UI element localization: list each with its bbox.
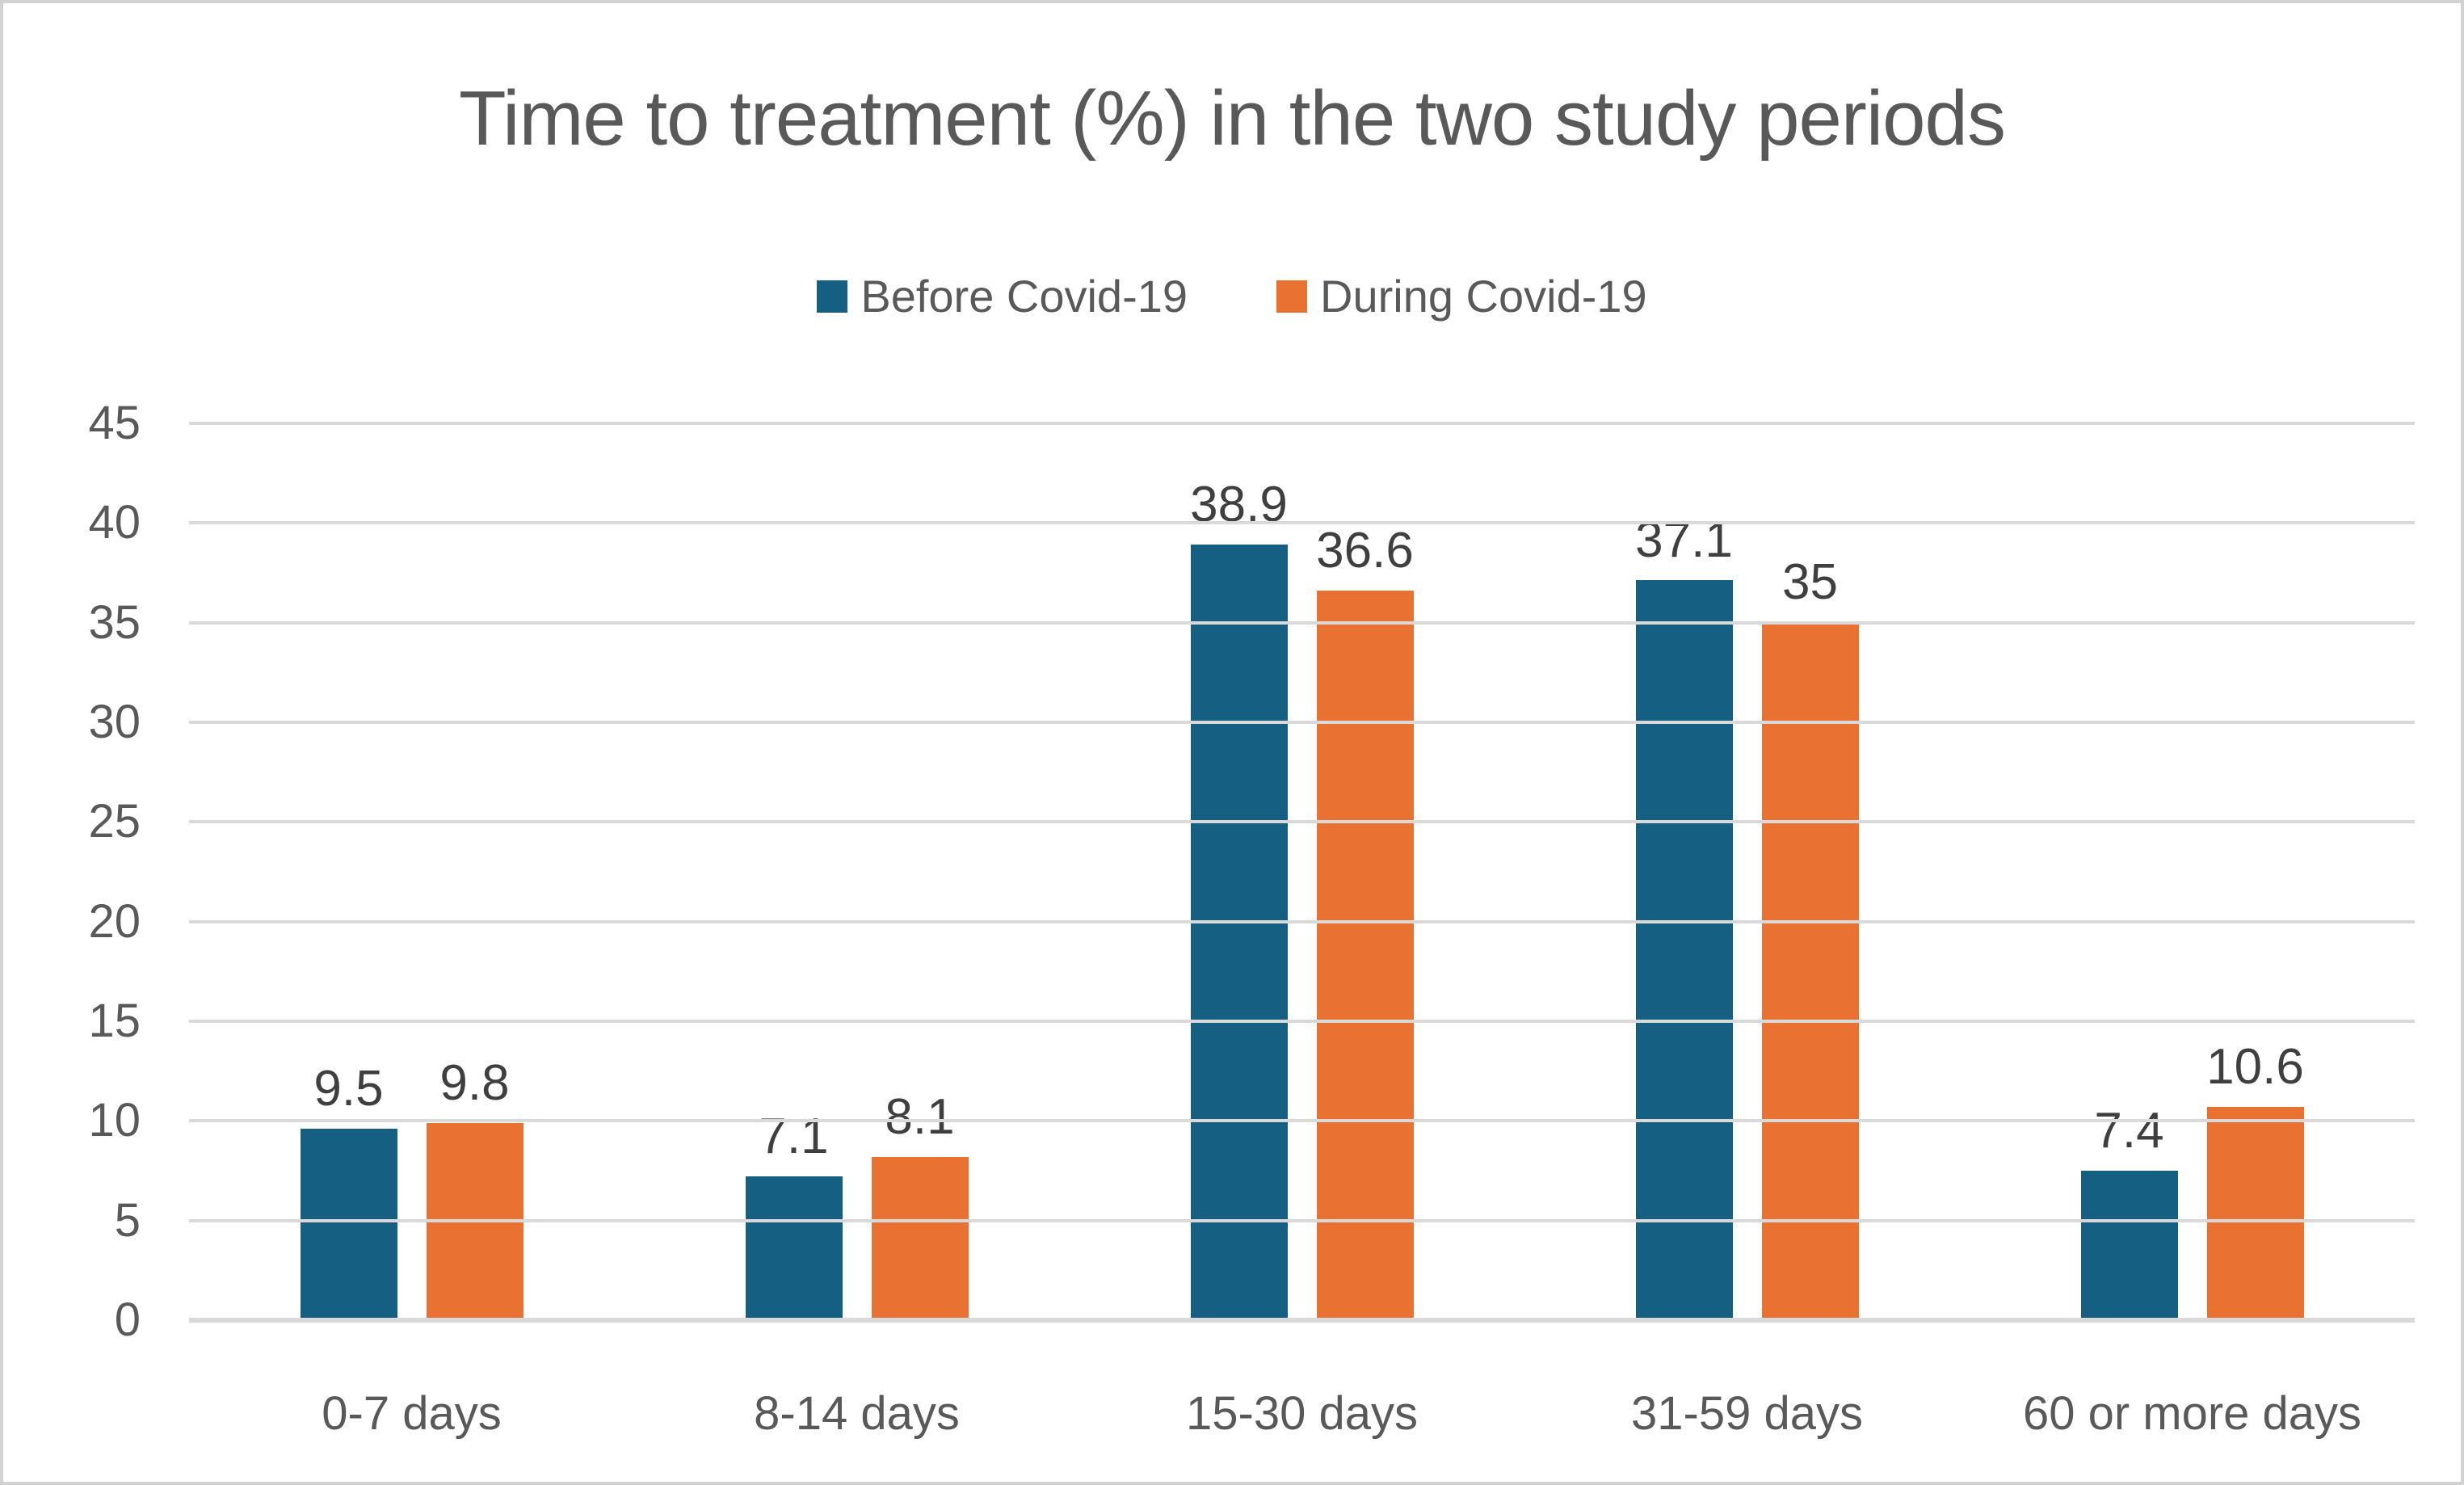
y-tick-label: 0 — [114, 1294, 141, 1346]
bar-value-label: 9.8 — [439, 1054, 510, 1111]
y-tick-label: 10 — [88, 1094, 141, 1147]
y-tick-label: 5 — [114, 1193, 141, 1247]
x-axis-line — [189, 1318, 2415, 1323]
during-covid-bar: 8.1 — [871, 1092, 969, 1318]
x-category-label: 8-14 days — [754, 1387, 960, 1440]
bar-value-label: 10.6 — [2206, 1039, 2304, 1096]
gridline — [189, 721, 2415, 724]
during-covid-bar: 10.6 — [2206, 1042, 2304, 1318]
legend-item-during-covid: During Covid-19 — [1276, 270, 1647, 322]
before-covid-bar: 7.1 — [745, 1112, 843, 1318]
x-category-label: 15-30 days — [1186, 1387, 1418, 1440]
before-covid-bar: 37.1 — [1635, 515, 1733, 1318]
y-tick-label: 25 — [88, 795, 141, 848]
plot-area: 9.5 9.8 7.1 8.1 38.9 36.6 37.1 35 7.4 10.6 — [189, 422, 2415, 1323]
legend: Before Covid-19 During Covid-19 — [3, 270, 2461, 322]
y-tick-label: 45 — [88, 397, 141, 449]
bar-group: 7.1 8.1 — [634, 423, 1079, 1318]
legend-label: During Covid-19 — [1320, 271, 1647, 322]
bar-value-label: 7.4 — [2094, 1102, 2164, 1159]
y-tick-label: 20 — [88, 894, 141, 948]
bar-value-label: 38.9 — [1190, 477, 1288, 533]
legend-label: Before Covid-19 — [860, 271, 1188, 322]
bar-group: 7.4 10.6 — [1970, 423, 2415, 1318]
x-category-label: 31-59 days — [1631, 1387, 1863, 1440]
bar-value-label: 9.5 — [313, 1061, 384, 1117]
gridline — [189, 422, 2415, 425]
bar-value-label: 35 — [1782, 554, 1838, 610]
during-covid-bar: 35 — [1761, 557, 1859, 1318]
gridline — [189, 621, 2415, 625]
x-category-label: 0-7 days — [322, 1387, 502, 1440]
bar-value-label: 8.1 — [885, 1088, 955, 1145]
during-covid-bar: 36.6 — [1316, 525, 1414, 1318]
bar-group: 38.9 36.6 — [1079, 423, 1524, 1318]
bar-value-label: 36.6 — [1316, 522, 1414, 578]
x-category-label: 60 or more days — [2022, 1387, 2362, 1440]
gridline — [189, 1218, 2415, 1222]
gridline — [189, 521, 2415, 525]
x-axis-labels: 0-7 days 8-14 days 15-30 days 31-59 days 60 … — [189, 1386, 2415, 1441]
before-covid-bar: 9.5 — [300, 1064, 397, 1318]
y-tick-label: 40 — [88, 496, 141, 549]
chart-title: Time to treatment (%) in the two study p… — [459, 75, 2006, 162]
before-covid-bar: 7.4 — [2080, 1105, 2178, 1318]
gridline — [189, 820, 2415, 824]
bar-group: 9.5 9.8 — [189, 423, 634, 1318]
bar-group: 37.1 35 — [1524, 423, 1970, 1318]
legend-swatch-icon — [1276, 280, 1308, 313]
y-tick-label: 30 — [88, 696, 141, 748]
y-tick-label: 15 — [88, 995, 141, 1047]
legend-item-before-covid: Before Covid-19 — [817, 270, 1188, 322]
before-covid-bar: 38.9 — [1190, 480, 1288, 1318]
y-tick-label: 35 — [88, 595, 141, 649]
legend-swatch-icon — [817, 280, 848, 313]
bar-groups: 9.5 9.8 7.1 8.1 38.9 36.6 37.1 35 7.4 10.6 — [189, 423, 2415, 1318]
gridline — [189, 1020, 2415, 1023]
gridline — [189, 1119, 2415, 1123]
gridline — [189, 919, 2415, 923]
